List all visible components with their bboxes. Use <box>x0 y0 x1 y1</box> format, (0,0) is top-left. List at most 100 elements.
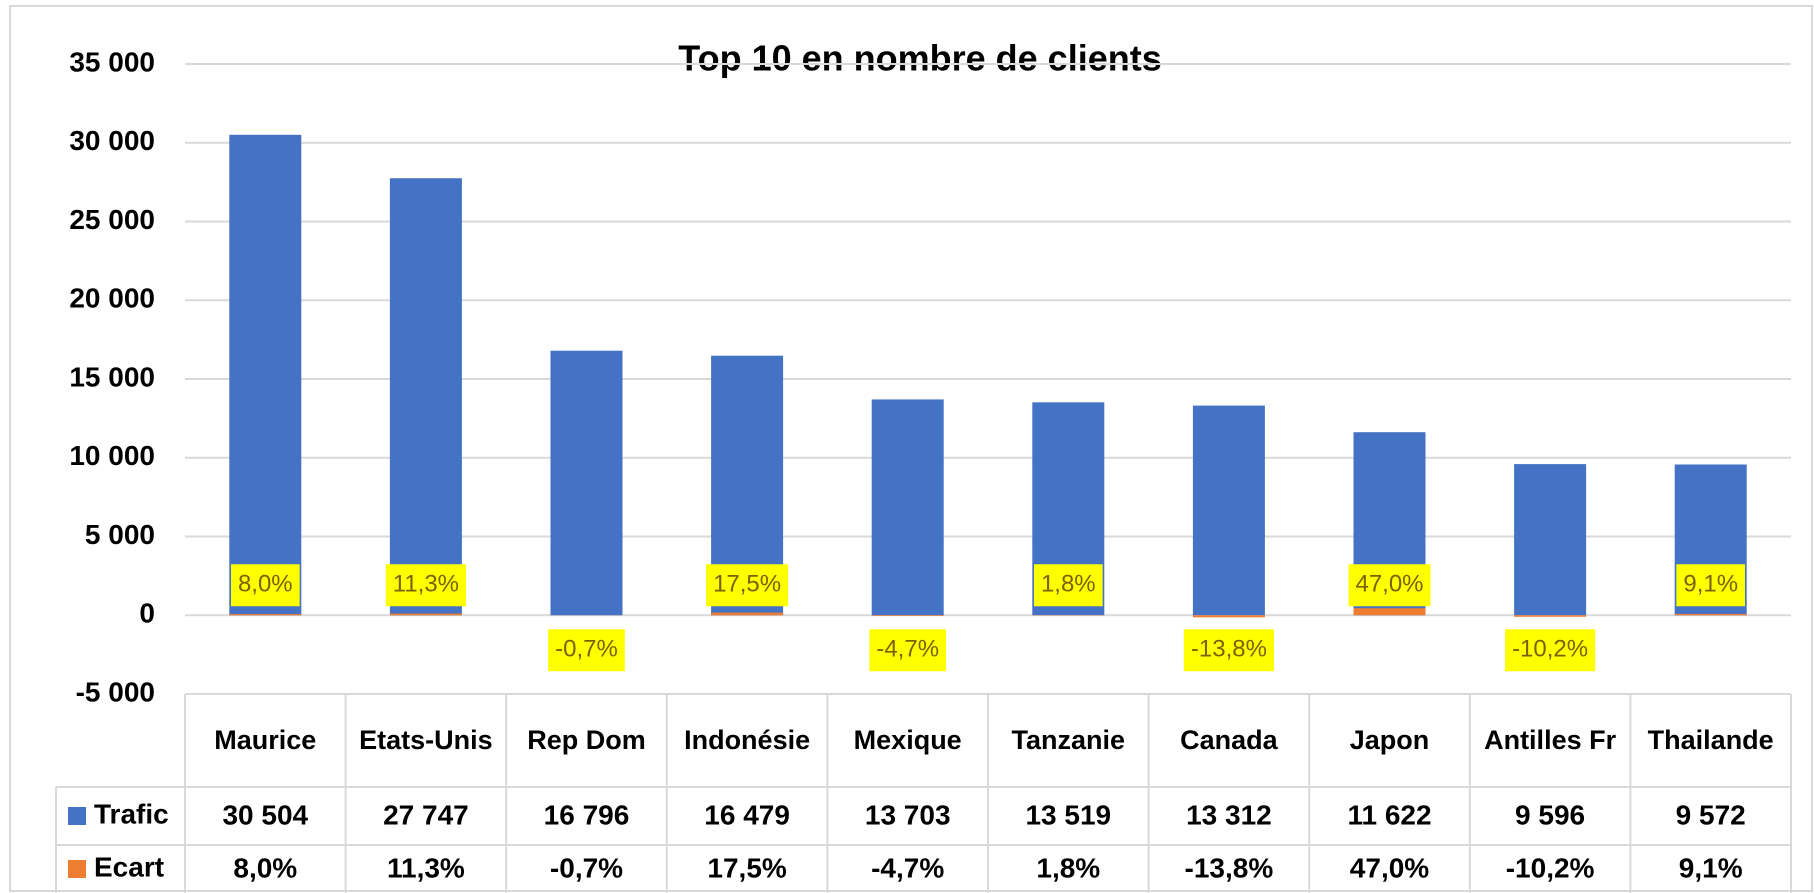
table-value: 30 504 <box>222 799 308 830</box>
data-label: 9,1% <box>1676 564 1746 607</box>
chart-title: Top 10 en nombre de clients <box>678 38 1161 79</box>
data-label-text: -4,7% <box>876 636 939 663</box>
data-label-box <box>1676 564 1746 607</box>
table-value: 13 312 <box>1186 799 1272 830</box>
y-tick-label: 20 000 <box>69 283 155 314</box>
ecart-bar <box>871 615 944 616</box>
data-label-text: 17,5% <box>713 571 781 598</box>
category-cell: Japon <box>1349 724 1430 755</box>
bar <box>229 134 302 616</box>
bar <box>1514 464 1587 616</box>
table-value: -0,7% <box>550 852 623 883</box>
data-label-box <box>869 629 947 672</box>
x-tick-label: Maurice <box>214 724 317 755</box>
data-label-text: -13,8% <box>1191 636 1267 663</box>
legend-label: Trafic <box>94 798 169 829</box>
data-label: 47,0% <box>1348 564 1431 607</box>
table-value: 11,3% <box>387 852 465 883</box>
ecart-bar <box>229 614 302 616</box>
chart-border <box>9 5 1813 892</box>
x-tick-label: Tanzanie <box>1011 724 1126 755</box>
legend-key <box>68 860 86 878</box>
table-value: 11 622 <box>1347 799 1431 830</box>
ecart-bar <box>1514 615 1587 617</box>
data-label: -4,7% <box>869 629 947 672</box>
x-tick-label: Mexique <box>853 724 962 755</box>
category-cell: Tanzanie <box>1011 724 1126 755</box>
data-label-box <box>1183 629 1274 672</box>
category-cell: Indonésie <box>684 724 811 755</box>
data-label-box <box>548 629 625 672</box>
table-value: 13 519 <box>1025 799 1111 830</box>
table-value: -10,2% <box>1506 852 1595 883</box>
bar <box>1192 405 1265 616</box>
table-value: 16 796 <box>544 799 630 830</box>
ecart-bar <box>711 612 784 616</box>
data-label: -10,2% <box>1505 629 1596 672</box>
data-label-box <box>1348 564 1431 607</box>
table-value: 9 596 <box>1515 799 1585 830</box>
data-label-text: -0,7% <box>555 636 618 663</box>
x-tick-label: Indonésie <box>684 724 811 755</box>
data-label: 8,0% <box>230 564 300 607</box>
data-label: -0,7% <box>548 629 625 672</box>
table-value: 13 703 <box>865 799 951 830</box>
y-tick-label: 25 000 <box>69 204 155 235</box>
table-value: 17,5% <box>707 852 786 883</box>
data-label: 1,8% <box>1033 564 1103 607</box>
ecart-bar <box>1674 613 1747 616</box>
y-tick-label: 0 <box>139 598 155 629</box>
bar <box>871 399 944 616</box>
category-cell: Canada <box>1180 724 1278 755</box>
category-cell: Maurice <box>214 724 317 755</box>
x-tick-label: Rep Dom <box>527 724 646 755</box>
data-label-text: 47,0% <box>1355 571 1423 598</box>
ecart-bar <box>1192 615 1265 618</box>
category-cell: Antilles Fr <box>1484 724 1617 755</box>
category-cell: Thailande <box>1647 724 1774 755</box>
data-label: -13,8% <box>1183 629 1274 672</box>
category-cell: Etats-Unis <box>359 724 493 755</box>
table-value: 16 479 <box>704 799 790 830</box>
legend-key <box>68 807 86 825</box>
ecart-bar <box>1353 608 1426 616</box>
data-label-text: 8,0% <box>238 571 293 598</box>
category-cell: Rep Dom <box>527 724 646 755</box>
legend-label: Ecart <box>94 851 164 882</box>
data-label-box <box>706 564 789 607</box>
y-tick-label: 30 000 <box>69 125 155 156</box>
table-value: 9 572 <box>1676 799 1746 830</box>
data-label-text: 1,8% <box>1041 571 1096 598</box>
bar <box>389 178 462 616</box>
table-value: -4,7% <box>871 852 944 883</box>
table-value: -13,8% <box>1185 852 1274 883</box>
bar <box>550 350 623 616</box>
y-tick-label: 15 000 <box>69 361 155 392</box>
data-label-text: 11,3% <box>393 571 459 598</box>
category-cell: Mexique <box>853 724 962 755</box>
x-tick-label: Thailande <box>1647 724 1774 755</box>
table-value: 1,8% <box>1036 852 1100 883</box>
data-label-box <box>385 564 467 607</box>
y-tick-label: 10 000 <box>69 440 155 471</box>
table-value: 9,1% <box>1679 852 1743 883</box>
data-label-text: -10,2% <box>1512 636 1588 663</box>
x-tick-label: Canada <box>1180 724 1278 755</box>
y-tick-label: -5 000 <box>76 676 155 707</box>
table-value: 47,0% <box>1350 852 1429 883</box>
y-tick-label: 5 000 <box>85 519 155 550</box>
table-value: 8,0% <box>233 852 297 883</box>
table-value: 27 747 <box>383 799 469 830</box>
x-tick-label: Etats-Unis <box>359 724 493 755</box>
ecart-bar <box>389 613 462 616</box>
data-label-box <box>230 564 300 607</box>
data-label: 11,3% <box>385 564 467 607</box>
x-tick-label: Japon <box>1349 724 1430 755</box>
data-label-box <box>1033 564 1103 607</box>
data-label-text: 9,1% <box>1683 571 1738 598</box>
data-label-box <box>1505 629 1596 672</box>
y-tick-label: 35 000 <box>69 46 155 77</box>
x-tick-label: Antilles Fr <box>1484 724 1617 755</box>
data-label: 17,5% <box>706 564 789 607</box>
